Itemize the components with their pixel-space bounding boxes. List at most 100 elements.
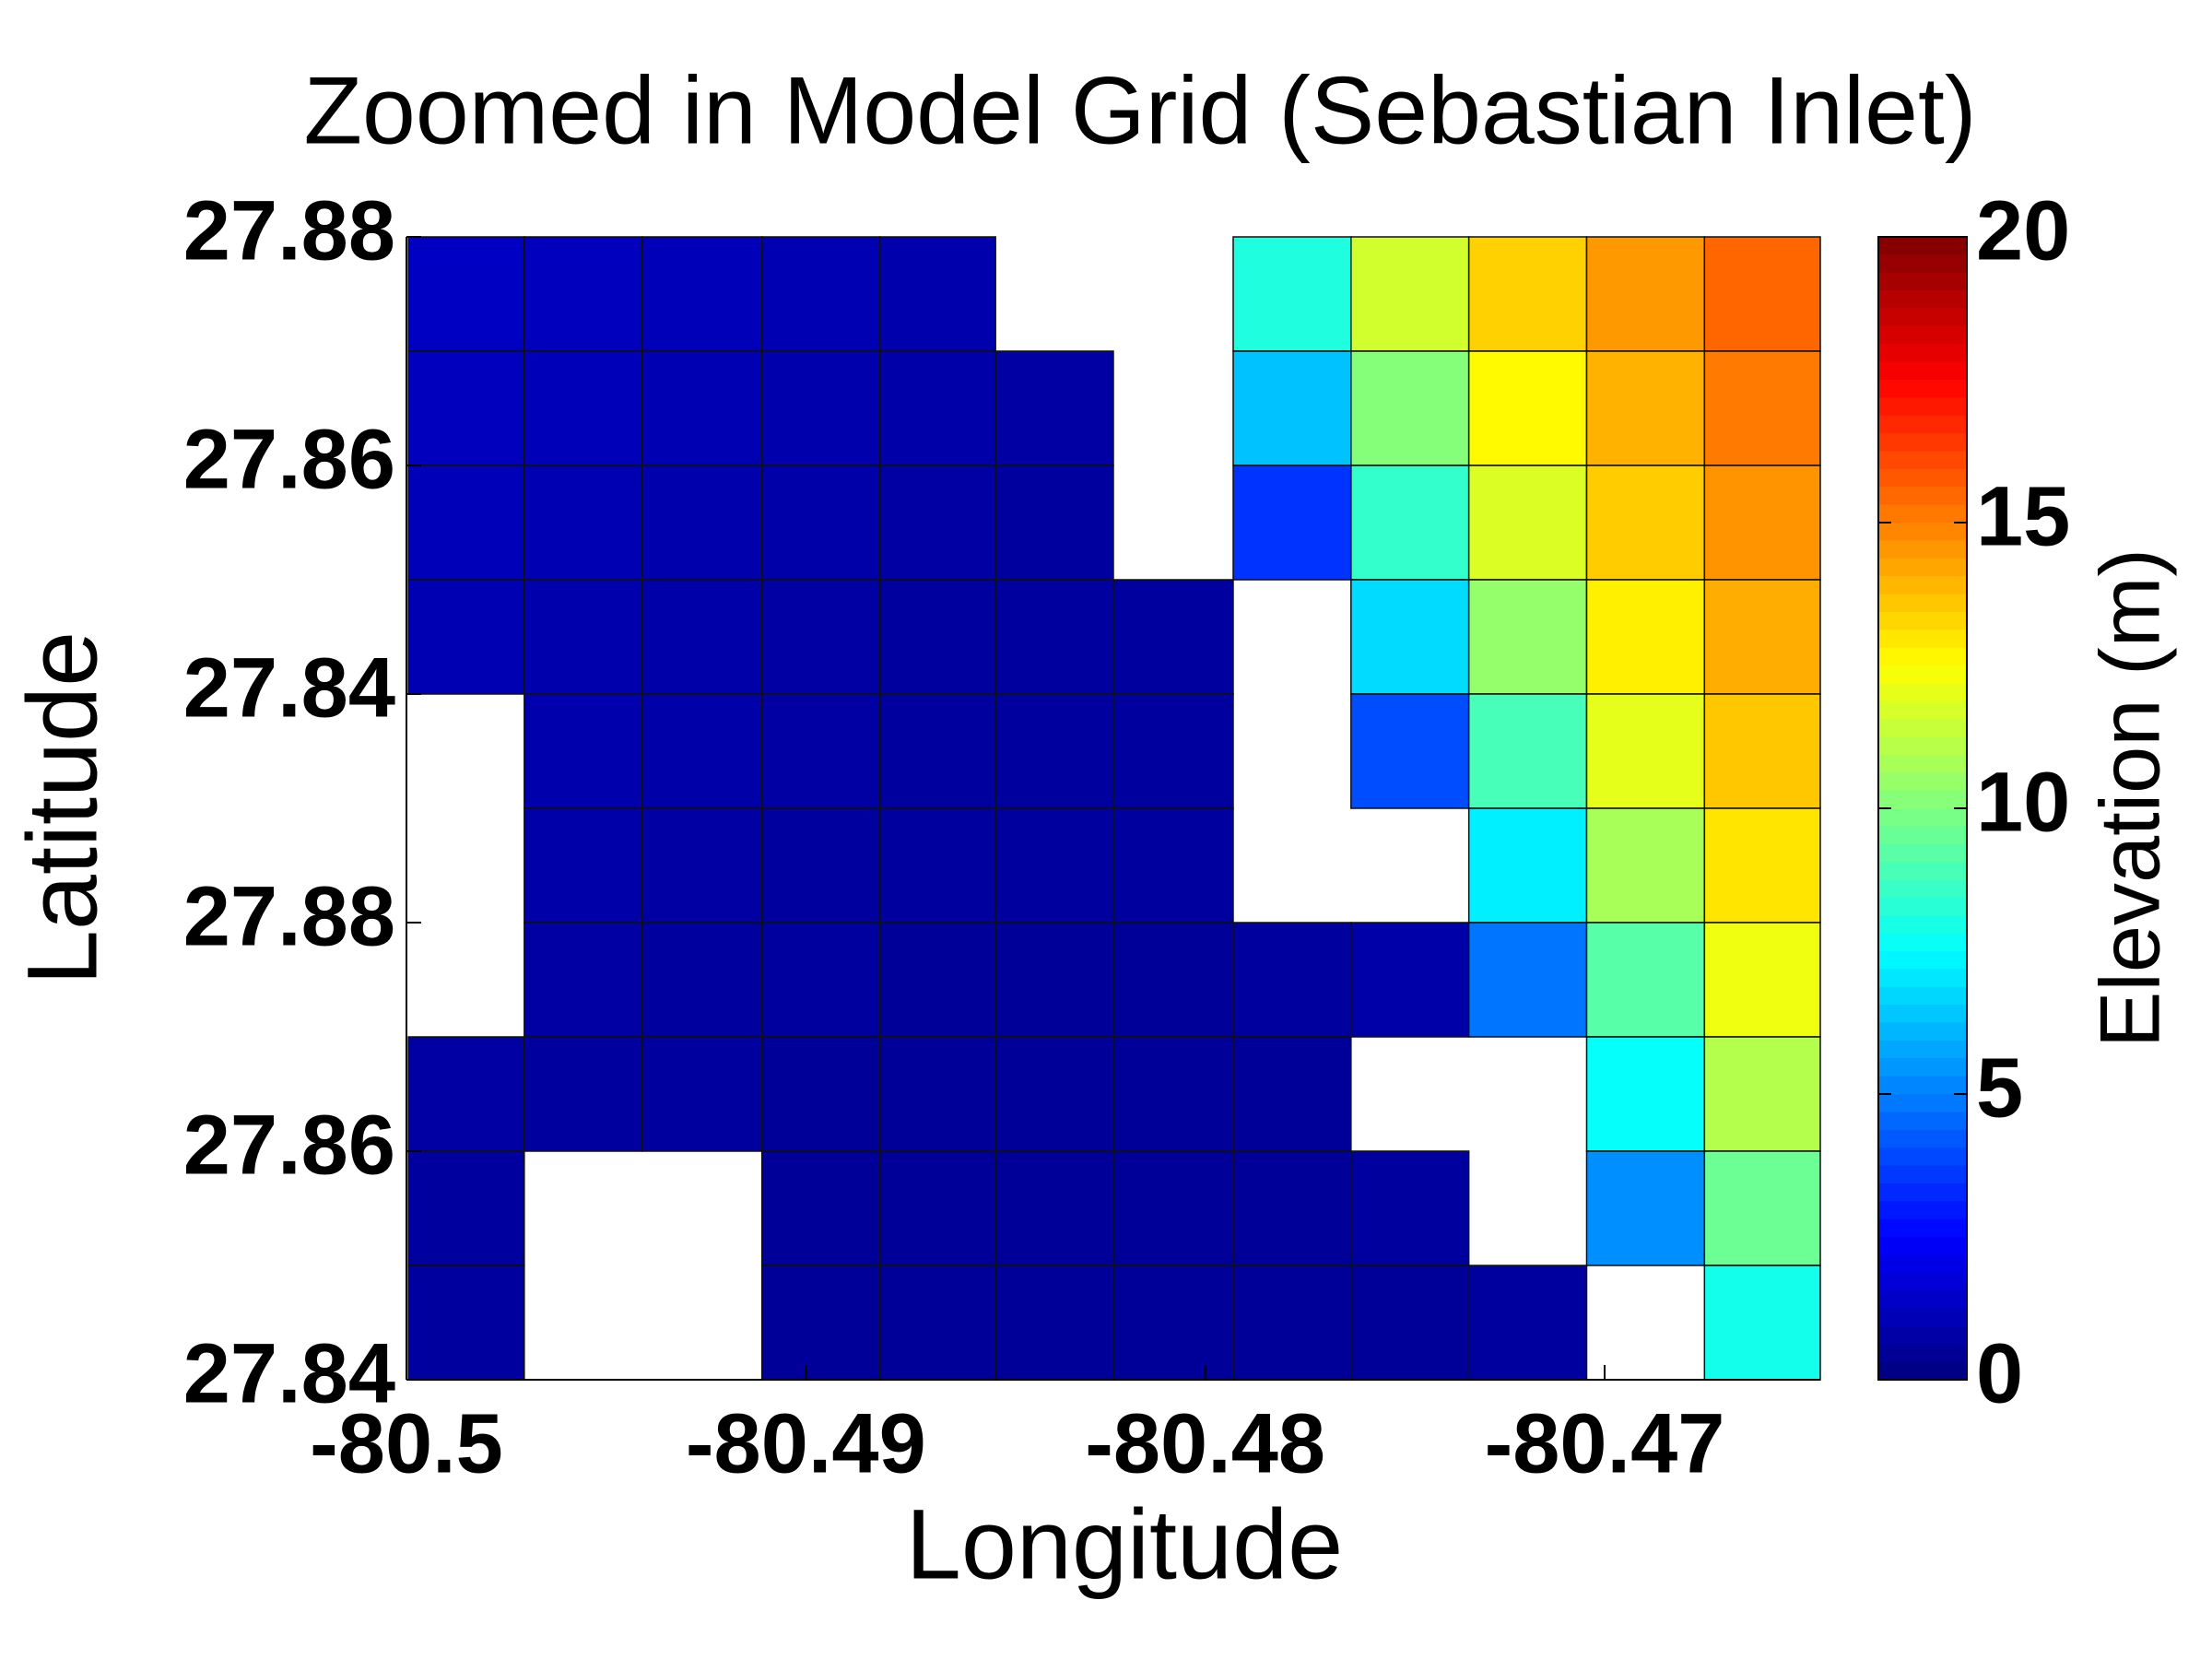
y-tick-label: 27.88 — [183, 183, 395, 277]
mesh-cell — [878, 465, 996, 581]
mesh-cell — [878, 807, 996, 924]
mesh-cell — [407, 236, 525, 352]
colorbar-swatch — [1878, 254, 1967, 274]
mesh-cell — [1467, 465, 1588, 581]
mesh-cell — [1232, 922, 1352, 1038]
mesh-cell — [1232, 236, 1352, 352]
colorbar-swatch — [1878, 325, 1967, 345]
colorbar-swatch — [1878, 1325, 1967, 1345]
mesh-cell — [407, 1265, 525, 1381]
mesh-cell — [1467, 236, 1588, 352]
colorbar-swatch — [1878, 879, 1967, 899]
mesh-cell — [1467, 807, 1588, 924]
mesh-cell — [1585, 579, 1706, 695]
colorbar-swatch — [1878, 1058, 1967, 1077]
mesh-cell — [1232, 1036, 1352, 1152]
mesh-cell — [524, 350, 643, 466]
mesh-cell — [994, 1150, 1114, 1266]
colorbar-swatch — [1878, 1094, 1967, 1112]
colorbar-swatch — [1878, 1147, 1967, 1166]
mesh-cell — [878, 236, 996, 352]
mesh-cell — [878, 1150, 996, 1266]
mesh-cell — [760, 922, 881, 1038]
mesh-cell — [1112, 1150, 1234, 1266]
mesh-cell — [1112, 807, 1234, 924]
mesh-cell — [1585, 693, 1706, 809]
colorbar-swatch — [1878, 772, 1967, 792]
mesh-cell — [994, 465, 1114, 581]
colorbar-swatch — [1878, 1344, 1967, 1363]
mesh-cell — [760, 693, 881, 809]
mesh-cell — [878, 579, 996, 695]
colorbar-swatch — [1878, 683, 1967, 702]
mesh-cell — [1350, 350, 1470, 466]
colorbar-swatch — [1878, 576, 1967, 594]
mesh-cell — [1112, 1036, 1234, 1152]
mesh-cell — [1112, 693, 1234, 809]
colorbar-swatch — [1878, 986, 1967, 1006]
colorbar-swatch — [1878, 237, 1967, 255]
mesh-cell — [641, 1036, 763, 1152]
mesh-cell — [524, 1036, 643, 1152]
mesh-cell — [641, 236, 763, 352]
colorbar-swatch — [1878, 1361, 1967, 1381]
colorbar-swatch — [1878, 1308, 1967, 1327]
mesh-cell — [760, 1150, 881, 1266]
colorbar-swatch — [1878, 611, 1967, 630]
mesh-cell — [760, 236, 881, 352]
colorbar-tick-label: 5 — [1976, 1041, 2023, 1135]
mesh-cell — [1703, 350, 1821, 466]
colorbar-swatch — [1878, 826, 1967, 845]
mesh-cell — [1703, 807, 1821, 924]
colorbar-label: Elevation (m) — [2083, 548, 2177, 1048]
colorbar: 0 5 10 15 20 — [1877, 183, 2070, 1420]
mesh-cell — [524, 465, 643, 581]
mesh-cell — [524, 922, 643, 1038]
mesh-cell — [1703, 465, 1821, 581]
y-tick-label: 27.84 — [183, 641, 395, 735]
colorbar-swatch — [1878, 308, 1967, 327]
x-axis-label: Longitude — [906, 1488, 1343, 1600]
axes: 27.84 27.86 27.88 27.84 27.86 27.88 -80.5 -80.4… — [183, 183, 1820, 1490]
mesh-cell — [641, 350, 763, 466]
mesh-cell — [1703, 693, 1821, 809]
mesh — [407, 236, 1821, 1381]
mesh-cell — [407, 465, 525, 581]
mesh-cell — [878, 922, 996, 1038]
colorbar-swatch — [1878, 540, 1967, 559]
mesh-cell — [1585, 922, 1706, 1038]
colorbar-swatch — [1878, 433, 1967, 452]
colorbar-swatch — [1878, 1182, 1967, 1202]
colorbar-swatch — [1878, 915, 1967, 935]
mesh-cell — [760, 465, 881, 581]
mesh-cell — [1585, 350, 1706, 466]
colorbar-swatch — [1878, 1237, 1967, 1255]
chart-title: Zoomed in Model Grid (Sebastian Inlet) — [303, 57, 1976, 164]
colorbar-swatch — [1878, 647, 1967, 666]
mesh-cell — [760, 579, 881, 695]
colorbar-swatch — [1878, 415, 1967, 434]
mesh-cell — [760, 1265, 881, 1381]
mesh-cell — [1350, 693, 1470, 809]
colorbar-swatch — [1878, 1129, 1967, 1148]
colorbar-swatch — [1878, 897, 1967, 916]
colorbar-swatch — [1878, 1165, 1967, 1184]
mesh-cell — [641, 579, 763, 695]
mesh-cell — [524, 807, 643, 924]
colorbar-swatch — [1878, 487, 1967, 506]
colorbar-swatch — [1878, 719, 1967, 737]
y-tick-label: 27.88 — [183, 869, 395, 963]
mesh-cell — [994, 350, 1114, 466]
y-axis-label: Latitude — [6, 631, 118, 985]
colorbar-swatch — [1878, 969, 1967, 988]
colorbar-swatch — [1878, 290, 1967, 309]
colorbar-swatch — [1878, 843, 1967, 863]
colorbar-swatch — [1878, 1272, 1967, 1291]
mesh-cell — [1350, 236, 1470, 352]
colorbar-swatch — [1878, 397, 1967, 417]
colorbar-swatch — [1878, 808, 1967, 827]
mesh-cell — [641, 807, 763, 924]
mesh-cell — [1585, 1036, 1706, 1152]
